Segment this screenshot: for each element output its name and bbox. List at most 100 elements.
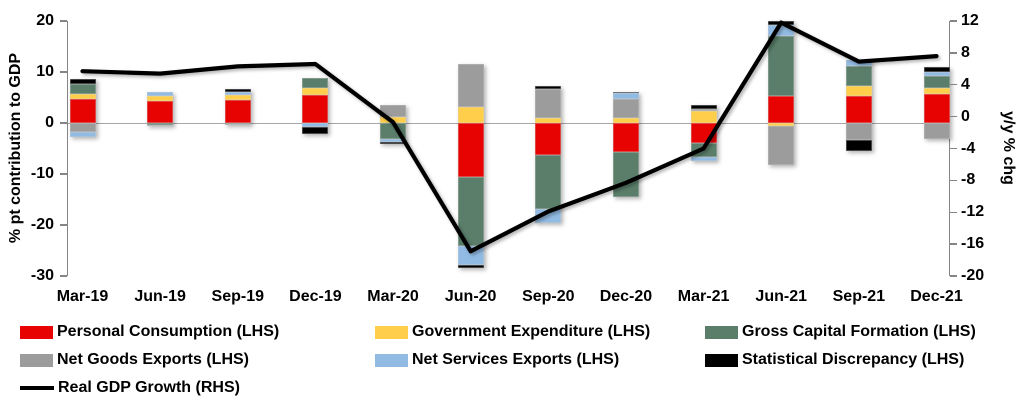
x-axis-label-Sep-20: Sep-20 (522, 288, 575, 305)
right-axis-tick-label: -16 (961, 235, 985, 253)
left-axis-tick (60, 20, 67, 22)
bar-segment (612, 123, 639, 152)
left-axis-title: % pt contribution to GDP (7, 52, 24, 244)
right-axis-tick-label: 12 (961, 12, 979, 29)
legend-color-swatch (375, 353, 408, 367)
left-axis-tick-label: 0 (45, 114, 54, 131)
right-axis-tick (950, 243, 957, 245)
stacked-bar-Sep-20 (535, 21, 562, 276)
bar-segment (147, 123, 174, 125)
bar-segment (302, 123, 329, 128)
stacked-bar-Dec-20 (612, 21, 639, 276)
bar-segment (224, 100, 251, 123)
bar-segment (147, 124, 174, 126)
x-axis-label-Mar-21: Mar-21 (677, 288, 730, 305)
x-axis-label-Jun-21: Jun-21 (755, 288, 807, 305)
bar-segment (923, 87, 950, 95)
x-axis-label-Dec-19: Dec-19 (289, 288, 342, 305)
real-gdp-growth-line (80, 20, 939, 254)
right-axis-tick-label: 8 (961, 43, 970, 61)
bar-segment (535, 123, 562, 155)
bar-segment (923, 72, 950, 77)
x-axis-label-Mar-19: Mar-19 (56, 288, 109, 305)
left-axis-tick (60, 173, 67, 175)
right-axis-tick (950, 52, 957, 54)
bar-segment (69, 78, 96, 84)
left-axis-tick-label: 20 (36, 12, 54, 29)
stacked-bar-Dec-19 (302, 21, 329, 276)
legend-color-swatch (20, 353, 53, 367)
bar-segment (535, 208, 562, 223)
legend-item: Net Services Exports (LHS) (375, 348, 619, 372)
legend-item: Government Expenditure (LHS) (375, 320, 650, 344)
legend-item: Gross Capital Formation (LHS) (705, 320, 976, 344)
x-axis-label-Dec-20: Dec-20 (599, 288, 653, 305)
bar-segment (690, 157, 717, 161)
legend-color-swatch (20, 325, 53, 339)
legend-label: Real GDP Growth (RHS) (58, 379, 240, 396)
right-axis-tick-label: 0 (961, 107, 970, 125)
legend-label: Government Expenditure (LHS) (412, 323, 651, 340)
legend-label: Statistical Discrepancy (LHS) (742, 351, 965, 368)
bar-segment (690, 111, 717, 123)
bar-segment (612, 118, 639, 123)
bar-segment (147, 91, 174, 96)
legend-item: Net Goods Exports (LHS) (20, 348, 249, 372)
bar-segment (535, 89, 562, 119)
left-axis-line (67, 21, 69, 276)
bar-segment (768, 35, 795, 97)
x-axis-label-Sep-21: Sep-21 (832, 288, 886, 305)
left-axis-tick-label: -10 (30, 165, 54, 182)
bar-segment (380, 139, 407, 143)
bar-segment (457, 106, 484, 123)
bar-segment (224, 124, 251, 126)
bar-segment (612, 91, 639, 94)
bar-segment (923, 76, 950, 88)
right-axis-tick (950, 211, 957, 213)
stacked-bar-Sep-19 (224, 21, 251, 276)
bar-segment (302, 95, 329, 123)
bar-segment (69, 93, 96, 100)
legend-label: Personal Consumption (LHS) (57, 323, 280, 340)
bar-segment (768, 126, 795, 165)
bar-segment (845, 85, 872, 96)
legend-label: Gross Capital Formation (LHS) (742, 323, 976, 340)
left-axis-tick (60, 224, 67, 226)
bar-segment (612, 151, 639, 198)
right-axis-line (948, 21, 950, 276)
x-axis-label-Jun-20: Jun-20 (444, 288, 497, 305)
bar-segment (845, 95, 872, 123)
bar-segment (690, 105, 717, 110)
stacked-bar-Mar-19 (69, 21, 96, 276)
bar-segment (224, 88, 251, 93)
legend-item: Personal Consumption (LHS) (20, 320, 279, 344)
x-axis-label-Mar-20: Mar-20 (367, 288, 419, 305)
bar-segment (768, 96, 795, 123)
bar-segment (535, 118, 562, 123)
bar-segment (535, 86, 562, 90)
bar-segment (845, 65, 872, 86)
stacked-bar-Jun-19 (147, 21, 174, 276)
bar-segment (224, 95, 251, 101)
stacked-bar-Jun-20 (457, 21, 484, 276)
right-axis-tick (950, 275, 957, 277)
bar-segment (457, 63, 484, 107)
x-axis-label-Jun-19: Jun-19 (134, 288, 186, 305)
left-axis-tick (60, 122, 67, 124)
right-axis-tick (950, 115, 957, 118)
bar-segment (535, 154, 562, 209)
legend-label: Net Goods Exports (LHS) (57, 351, 250, 368)
bar-segment (380, 142, 407, 145)
bar-segment (923, 66, 950, 72)
bar-segment (380, 105, 407, 117)
gdp-line-layer (80, 20, 939, 254)
right-axis-tick (950, 20, 957, 22)
stacked-bar-Dec-21 (923, 21, 950, 276)
legend-label: Net Services Exports (LHS) (412, 351, 620, 368)
bar-segment (612, 99, 639, 119)
bar-segment (845, 140, 872, 151)
bar-segment (923, 123, 950, 140)
x-axis-label-Dec-21: Dec-21 (910, 288, 963, 305)
bar-segment (69, 99, 96, 123)
